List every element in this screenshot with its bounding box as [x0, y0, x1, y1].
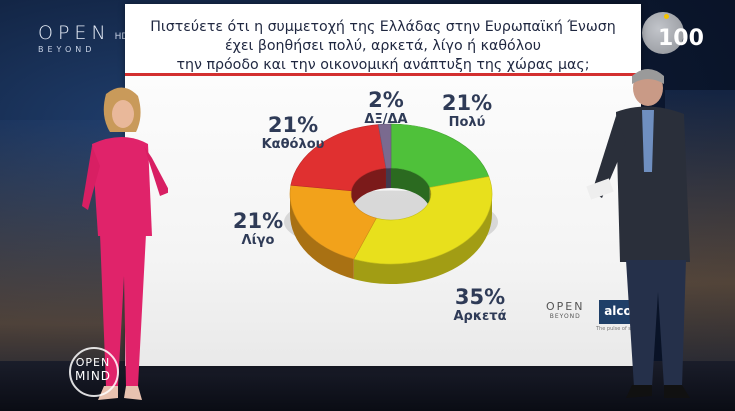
slice-name-katholou: Καθόλου — [261, 137, 325, 152]
slice-value-arketa: 35% — [454, 285, 506, 309]
slice-label-poly: 21% Πολύ — [437, 91, 497, 130]
question-line-3: την πρόοδο και την οικονομική ανάπτυξη τ… — [176, 57, 590, 73]
question-line-2: έχει βοηθήσει πολύ, αρκετά, λίγο ή καθόλ… — [224, 38, 541, 54]
show-logo: OPEN MIND — [64, 347, 122, 397]
slice-inner-wall-3-0 — [351, 168, 386, 211]
badge-circle-icon — [642, 12, 684, 54]
show-logo-ring-icon — [69, 347, 119, 397]
question-line-1: Πιστεύετε ότι η συμμετοχή της Ελλάδας στ… — [150, 19, 616, 35]
slice-value-ligo: 21% — [232, 209, 284, 233]
corner-badge: 100 — [642, 8, 708, 68]
donut-chart — [284, 123, 498, 284]
slice-3 — [290, 124, 387, 192]
pollster-tagline: The pulse of society — [596, 326, 647, 332]
channel-logo: OPEN HD BEYOND — [38, 22, 128, 54]
slice-4 — [377, 123, 392, 169]
open-beyond-logo: OPEN BEYOND — [546, 300, 584, 320]
slice-side-1-0 — [353, 194, 492, 284]
show-logo-line-1: OPEN — [75, 356, 111, 369]
open-logo-sub: BEYOND — [549, 313, 581, 320]
slice-label-katholou: 21% Καθόλου — [253, 113, 333, 152]
badge-dot-icon — [664, 14, 669, 19]
slice-name-dkda: ΔΞ/ΔΑ — [364, 112, 408, 127]
open-logo-text: OPEN — [546, 300, 585, 313]
poll-screen: Πιστεύετε ότι η συμμετοχή της Ελλάδας στ… — [125, 4, 641, 366]
slice-side-2-0 — [290, 194, 354, 280]
slice-inner-wall-4-0 — [385, 168, 391, 189]
corner-badge-number: 100 — [658, 26, 704, 51]
slice-2 — [289, 184, 377, 260]
presenter-man — [586, 69, 690, 398]
slice-label-arketa: 35% Αρκετά — [445, 285, 515, 324]
question-banner: Πιστεύετε ότι η συμμετοχή της Ελλάδας στ… — [125, 4, 641, 76]
slice-name-poly: Πολύ — [448, 115, 486, 130]
presenter-woman — [82, 87, 168, 400]
studio-floor — [0, 361, 735, 411]
slice-0 — [390, 123, 490, 188]
slice-label-dkda: 2% ΔΞ/ΔΑ — [356, 88, 416, 127]
channel-logo-text: OPEN — [38, 22, 111, 44]
slice-label-ligo: 21% Λίγο — [228, 209, 288, 248]
slice-name-arketa: Αρκετά — [453, 309, 507, 324]
slice-name-ligo: Λίγο — [241, 233, 275, 248]
channel-logo-sub: BEYOND — [38, 45, 96, 54]
slice-inner-wall-0-0 — [391, 168, 430, 208]
slice-value-katholou: 21% — [267, 113, 319, 137]
slice-value-poly: 21% — [441, 91, 493, 115]
slice-value-dkda: 2% — [368, 88, 404, 112]
show-logo-line-2: MIND — [74, 369, 112, 383]
channel-hd-label: HD — [114, 32, 129, 42]
slice-1 — [353, 176, 493, 265]
